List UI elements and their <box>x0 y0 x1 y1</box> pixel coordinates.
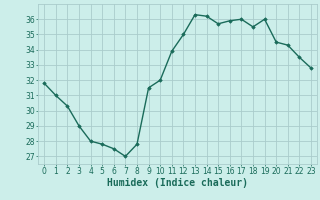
X-axis label: Humidex (Indice chaleur): Humidex (Indice chaleur) <box>107 178 248 188</box>
